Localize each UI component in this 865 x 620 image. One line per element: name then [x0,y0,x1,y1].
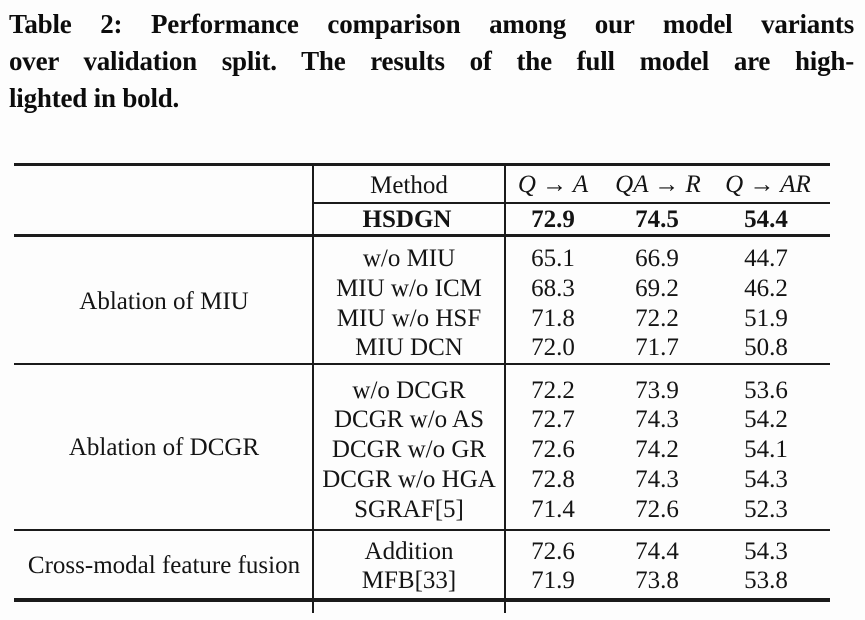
value-cell: 72.6 [531,538,575,565]
method-cell: DCGR w/o GR [331,436,487,463]
caption-line: over validation split. The results of th… [9,46,854,76]
rule-vertical-divider-2 [504,163,506,613]
value-cell: 73.8 [635,567,679,594]
col-header-method: Method [370,172,448,199]
group-label-fusion: Cross-modal feature fusion [27,552,301,579]
rule-vertical-divider-1 [312,163,314,613]
method-cell: MFB[33] [361,567,457,594]
value-cell: 71.7 [635,334,679,361]
value-cell: 72.6 [635,496,679,523]
table-caption: Table 2: Performance comparison among ou… [9,6,854,117]
value-cell: 72.2 [635,305,679,332]
value-cell: 53.6 [744,377,788,404]
method-cell: w/o DCGR [352,377,466,404]
value-cell: 68.3 [531,275,575,302]
value-cell: 72.7 [531,406,575,433]
value-cell: 54.3 [744,466,788,493]
caption-line: Table 2: Performance comparison among ou… [9,9,854,39]
value-cell: 72.0 [531,334,575,361]
method-cell-hsdgn: HSDGN [362,206,452,233]
method-cell: MIU DCN [355,334,463,361]
value-cell: 72.8 [531,466,575,493]
value-cell: 74.2 [635,436,679,463]
value-cell: 50.8 [744,334,788,361]
value-cell: 65.1 [531,245,575,272]
rule-top [14,163,830,166]
value-cell: 53.8 [744,567,788,594]
rule-section-separator-2 [14,529,830,531]
method-cell: MIU w/o HSF [336,305,482,332]
method-cell: w/o MIU [362,245,456,272]
value-cell: 54.2 [744,406,788,433]
col-header-qa-r: QA → R [615,171,701,198]
value-cell: 46.2 [744,275,788,302]
rule-header-underline [313,202,830,204]
value-cell: 54.3 [744,538,788,565]
value-cell: 52.3 [744,496,788,523]
method-cell: SGRAF[5] [354,496,464,523]
value-cell: 73.9 [635,377,679,404]
caption-line: lighted in bold. [9,83,180,113]
value-cell: 71.9 [531,567,575,594]
value-cell: 74.5 [635,206,679,233]
value-cell: 74.3 [635,466,679,493]
value-cell: 54.1 [744,436,788,463]
value-cell: 69.2 [635,275,679,302]
group-label-miu: Ablation of MIU [79,288,249,315]
value-cell: 66.9 [635,245,679,272]
value-cell: 44.7 [744,245,788,272]
rule-bottom [14,598,830,602]
value-cell: 71.8 [531,305,575,332]
method-cell: Addition [364,538,454,565]
group-label-dcgr: Ablation of DCGR [68,434,260,461]
col-header-q-ar: Q → AR [725,171,811,198]
col-header-q-a: Q → A [517,171,589,198]
method-cell: MIU w/o ICM [336,275,482,302]
rule-section-separator-1 [14,363,830,365]
value-cell: 72.9 [531,206,575,233]
method-cell: DCGR w/o HGA [322,466,496,493]
value-cell: 51.9 [744,305,788,332]
value-cell: 72.6 [531,436,575,463]
method-cell: DCGR w/o AS [333,406,485,433]
value-cell: 71.4 [531,496,575,523]
value-cell: 54.4 [744,206,788,233]
value-cell: 72.2 [531,377,575,404]
rule-header-bottom [14,234,830,237]
value-cell: 74.3 [635,406,679,433]
value-cell: 74.4 [635,538,679,565]
